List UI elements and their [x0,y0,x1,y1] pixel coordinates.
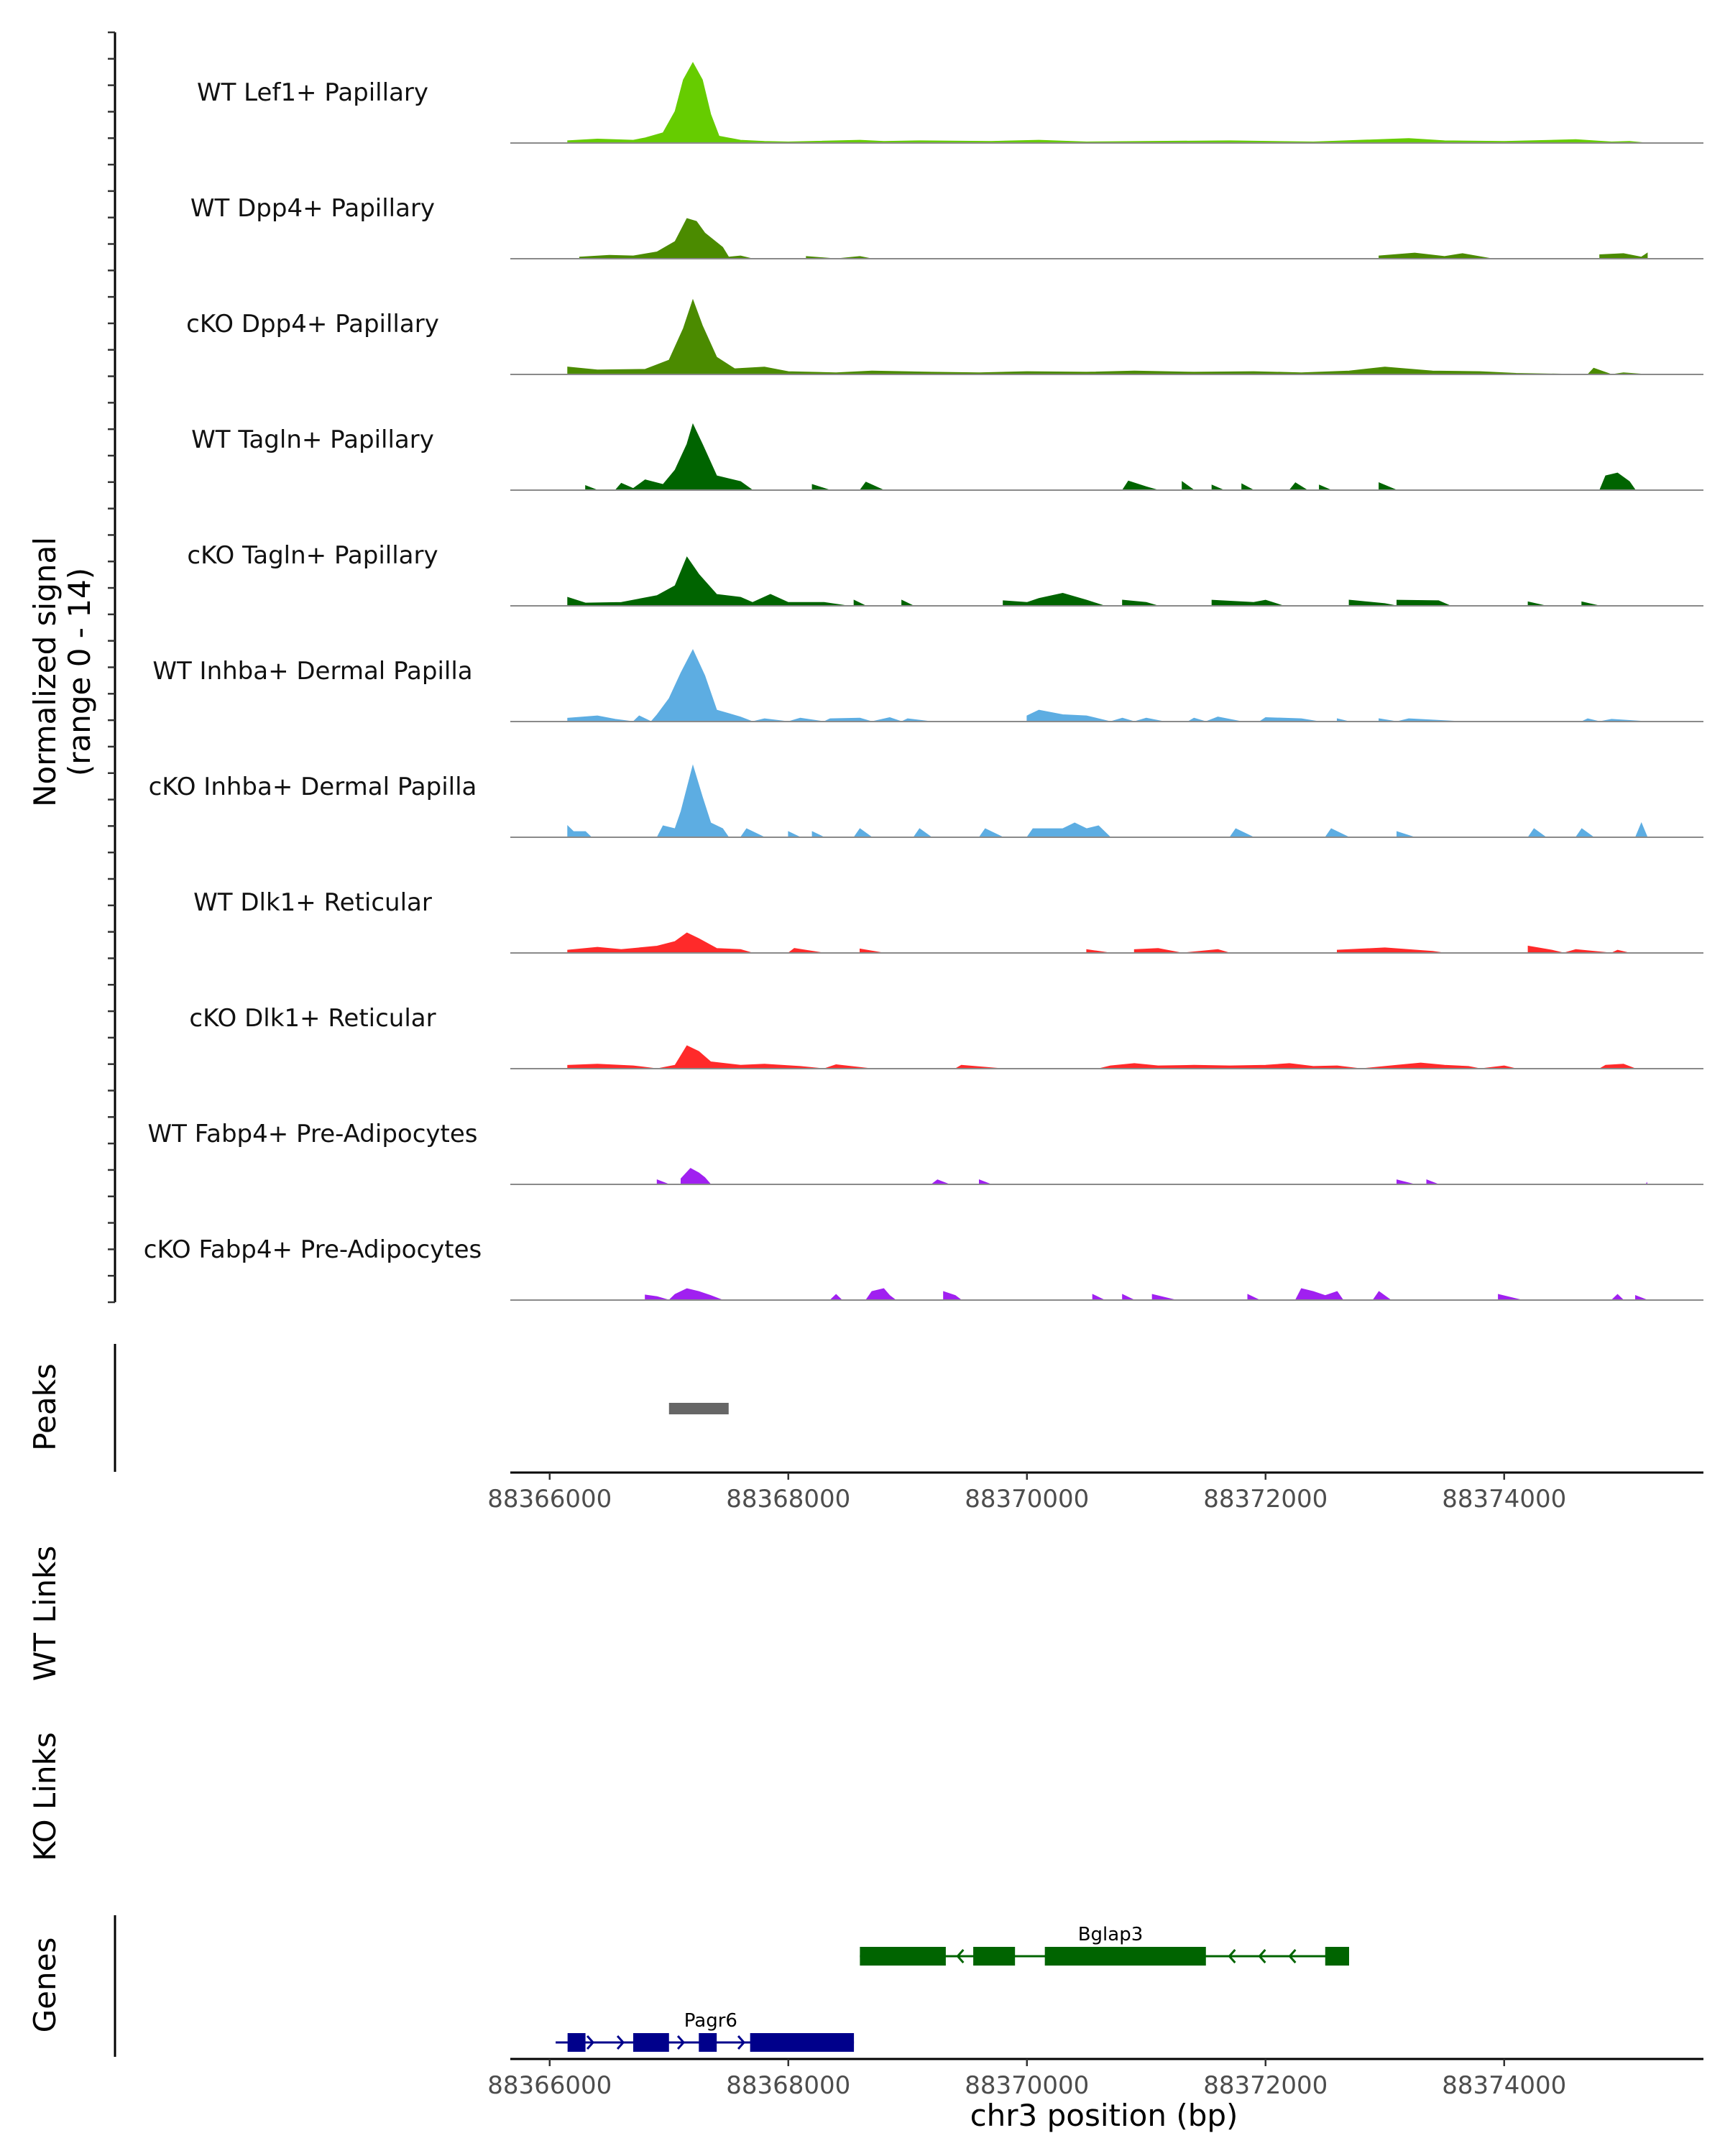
track-label: cKO Dpp4+ Papillary [186,310,439,338]
strand-arrow [586,2035,595,2050]
genes-x-tick-label: 88370000 [965,2071,1089,2100]
coverage-area [645,1288,1648,1301]
coverage-track: WT Lef1+ Papillary [197,62,1703,144]
left-axes [108,31,116,2057]
coverage-area [567,556,1600,607]
gene-exon [1325,1947,1349,1966]
gene-model: Bglap3 [860,1924,1349,1966]
coverage-track: WT Fabp4+ Pre-Adipocytes [148,1120,1703,1185]
strand-arrow [737,2035,746,2050]
coverage-area [567,649,1648,722]
coverage-track: cKO Inhba+ Dermal Papilla [149,764,1703,838]
peaks-x-tick-label: 88374000 [1442,1485,1566,1514]
genes-x-tick-label: 88374000 [1442,2071,1566,2100]
strand-arrow [1228,1949,1236,1963]
peaks-x-tick-label: 88370000 [965,1485,1089,1514]
coverage-area [567,298,1648,375]
gene-exon [632,2033,669,2052]
coverage-track: WT Tagln+ Papillary [191,423,1703,491]
gene-exon [1044,1947,1206,1966]
genes-x-tick-label: 88372000 [1203,2071,1328,2100]
gene-exon [567,2033,586,2052]
gene-exon [750,2033,855,2052]
coverage-area [567,62,1648,144]
coverage-track: WT Dpp4+ Papillary [190,194,1703,259]
coverage-ylabel-line1: Normalized signal [27,537,63,807]
coverage-area [579,218,1648,259]
gene-exon [973,1947,1016,1966]
coverage-tracks: WT Lef1+ Papillary WT Dpp4+ Papillary cKO … [144,62,1703,1301]
gene-exon [699,2033,717,2052]
gene-name-label: Pagr6 [684,2010,737,2032]
track-label: cKO Dlk1+ Reticular [189,1004,436,1033]
strand-arrow [1288,1949,1297,1963]
track-label: cKO Fabp4+ Pre-Adipocytes [144,1235,482,1264]
genes-ylabel: Genes [27,1938,63,2033]
track-label: WT Dlk1+ Reticular [193,888,432,917]
coverage-ylabel-line2: (range 0 - 14) [62,568,97,776]
track-label: WT Tagln+ Papillary [191,425,434,454]
track-label: WT Inhba+ Dermal Papilla [152,657,472,686]
coverage-area [567,932,1630,954]
peaks-x-tick-label: 88372000 [1203,1485,1328,1514]
strand-arrow [1258,1949,1266,1963]
strand-arrow [616,2035,625,2050]
peaks-track: 88366000 88368000 88370000 88372000 88374000 [487,1403,1703,1514]
gene-model: Pagr6 [556,2010,855,2052]
track-label: cKO Tagln+ Papillary [187,541,438,570]
coverage-area [585,423,1637,491]
coverage-track: cKO Dlk1+ Reticular [189,1004,1703,1069]
ko-links-ylabel: KO Links [27,1732,63,1861]
peak-range [668,1403,729,1414]
track-label: cKO Inhba+ Dermal Papilla [149,773,477,801]
coverage-area [567,764,1648,838]
coverage-track: WT Dlk1+ Reticular [193,888,1703,954]
peaks-ylabel: Peaks [27,1363,63,1451]
genes-x-tick-label: 88366000 [487,2071,612,2100]
x-axis-title: chr3 position (bp) [970,2098,1238,2133]
coverage-track: WT Inhba+ Dermal Papilla [152,649,1703,722]
wt-links-ylabel: WT Links [27,1546,63,1681]
track-label: WT Fabp4+ Pre-Adipocytes [148,1120,478,1148]
strand-arrow [956,1949,965,1963]
gene-name-label: Bglap3 [1078,1924,1144,1945]
peaks-x-tick-label: 88366000 [487,1485,612,1514]
peaks-x-tick-label: 88368000 [726,1485,850,1514]
gene-track: Bglap3 Pagr6 88366000 88368000 88370000 88372… [487,1924,1703,2100]
coverage-area [656,1168,1648,1185]
genes-x-tick-label: 88368000 [726,2071,850,2100]
track-label: WT Dpp4+ Papillary [190,194,435,223]
gene-exon [860,1947,946,1966]
strand-arrow [676,2035,686,2050]
coverage-track: cKO Dpp4+ Papillary [186,298,1703,375]
coverage-track: cKO Tagln+ Papillary [187,541,1703,607]
coverage-area [567,1045,1636,1069]
coverage-track: cKO Fabp4+ Pre-Adipocytes [144,1235,1703,1301]
track-label: WT Lef1+ Papillary [197,78,428,107]
